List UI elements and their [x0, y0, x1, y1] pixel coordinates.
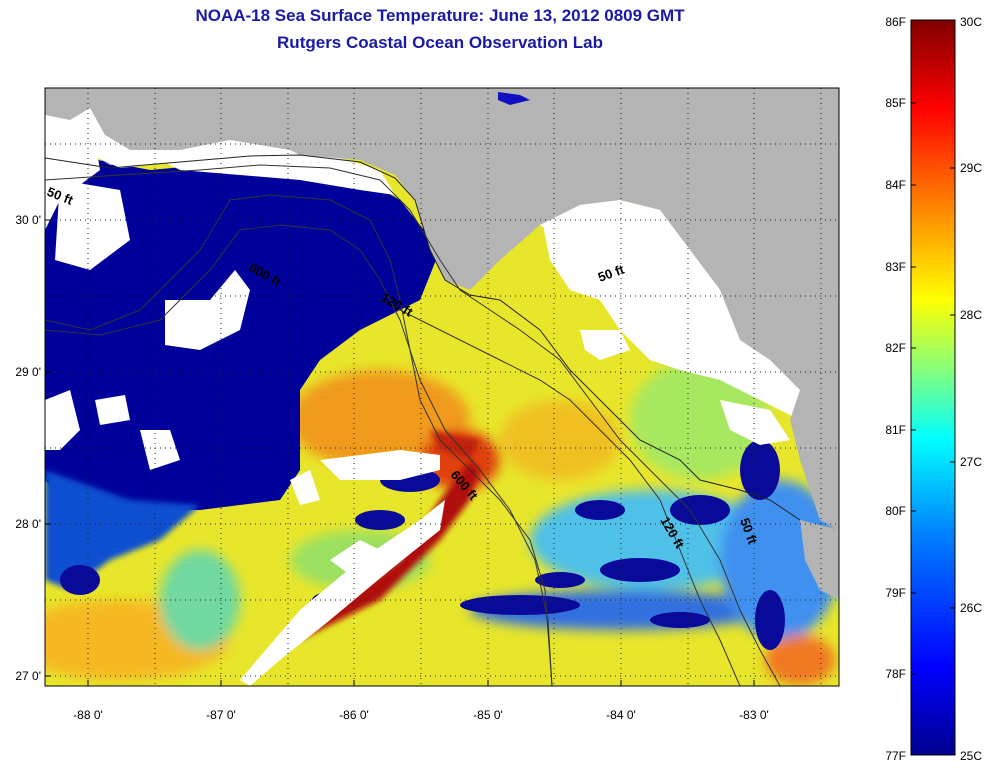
- colorbar-f-label: 84F: [885, 178, 906, 192]
- map-frame: [44, 87, 840, 687]
- colorbar-c-label: 27C: [960, 455, 982, 469]
- colorbar-c-label: 30C: [960, 15, 982, 29]
- x-tick-label: -85 0': [473, 708, 503, 722]
- axis-ticks: [45, 219, 755, 686]
- chart-title: NOAA-18 Sea Surface Temperature: June 13…: [195, 6, 685, 25]
- colorbar-f-label: 80F: [885, 504, 906, 518]
- colorbar-c-label: 26C: [960, 601, 982, 615]
- y-tick-label: 29 0': [15, 365, 41, 379]
- x-tick-label: -83 0': [739, 708, 769, 722]
- y-tick-label: 27 0': [15, 669, 41, 683]
- cold-region: [45, 150, 440, 510]
- x-tick-label: -88 0': [73, 708, 103, 722]
- colorbar-f-label: 86F: [885, 15, 906, 29]
- colorbar-c-label: 28C: [960, 308, 982, 322]
- cloud-cover: [45, 100, 800, 686]
- lake: [498, 92, 530, 105]
- chart-subtitle: Rutgers Coastal Ocean Observation Lab: [277, 33, 603, 52]
- y-tick-label: 30 0': [15, 213, 41, 227]
- colorbar-f-label: 85F: [885, 96, 906, 110]
- colorbar-f-label: 79F: [885, 586, 906, 600]
- colorbar-f-label: 82F: [885, 341, 906, 355]
- colorbar: [910, 19, 956, 756]
- colorbar-f-label: 78F: [885, 667, 906, 681]
- colorbar-c-label: 25C: [960, 749, 982, 763]
- land-mass: [45, 88, 839, 530]
- x-tick-label: -87 0': [206, 708, 236, 722]
- colorbar-f-label: 81F: [885, 423, 906, 437]
- coastline: [45, 154, 801, 521]
- colorbar-f-label: 83F: [885, 260, 906, 274]
- x-tick-label: -84 0': [606, 708, 636, 722]
- x-tick-label: -86 0': [339, 708, 369, 722]
- colorbar-c-label: 29C: [960, 161, 982, 175]
- colorbar-ticks: [911, 102, 955, 675]
- colorbar-f-label: 77F: [885, 749, 906, 763]
- y-tick-label: 28 0': [15, 517, 41, 531]
- map-area: 50 ft 600 ft 120 ft 50 ft 600 ft 120 ft …: [45, 88, 839, 686]
